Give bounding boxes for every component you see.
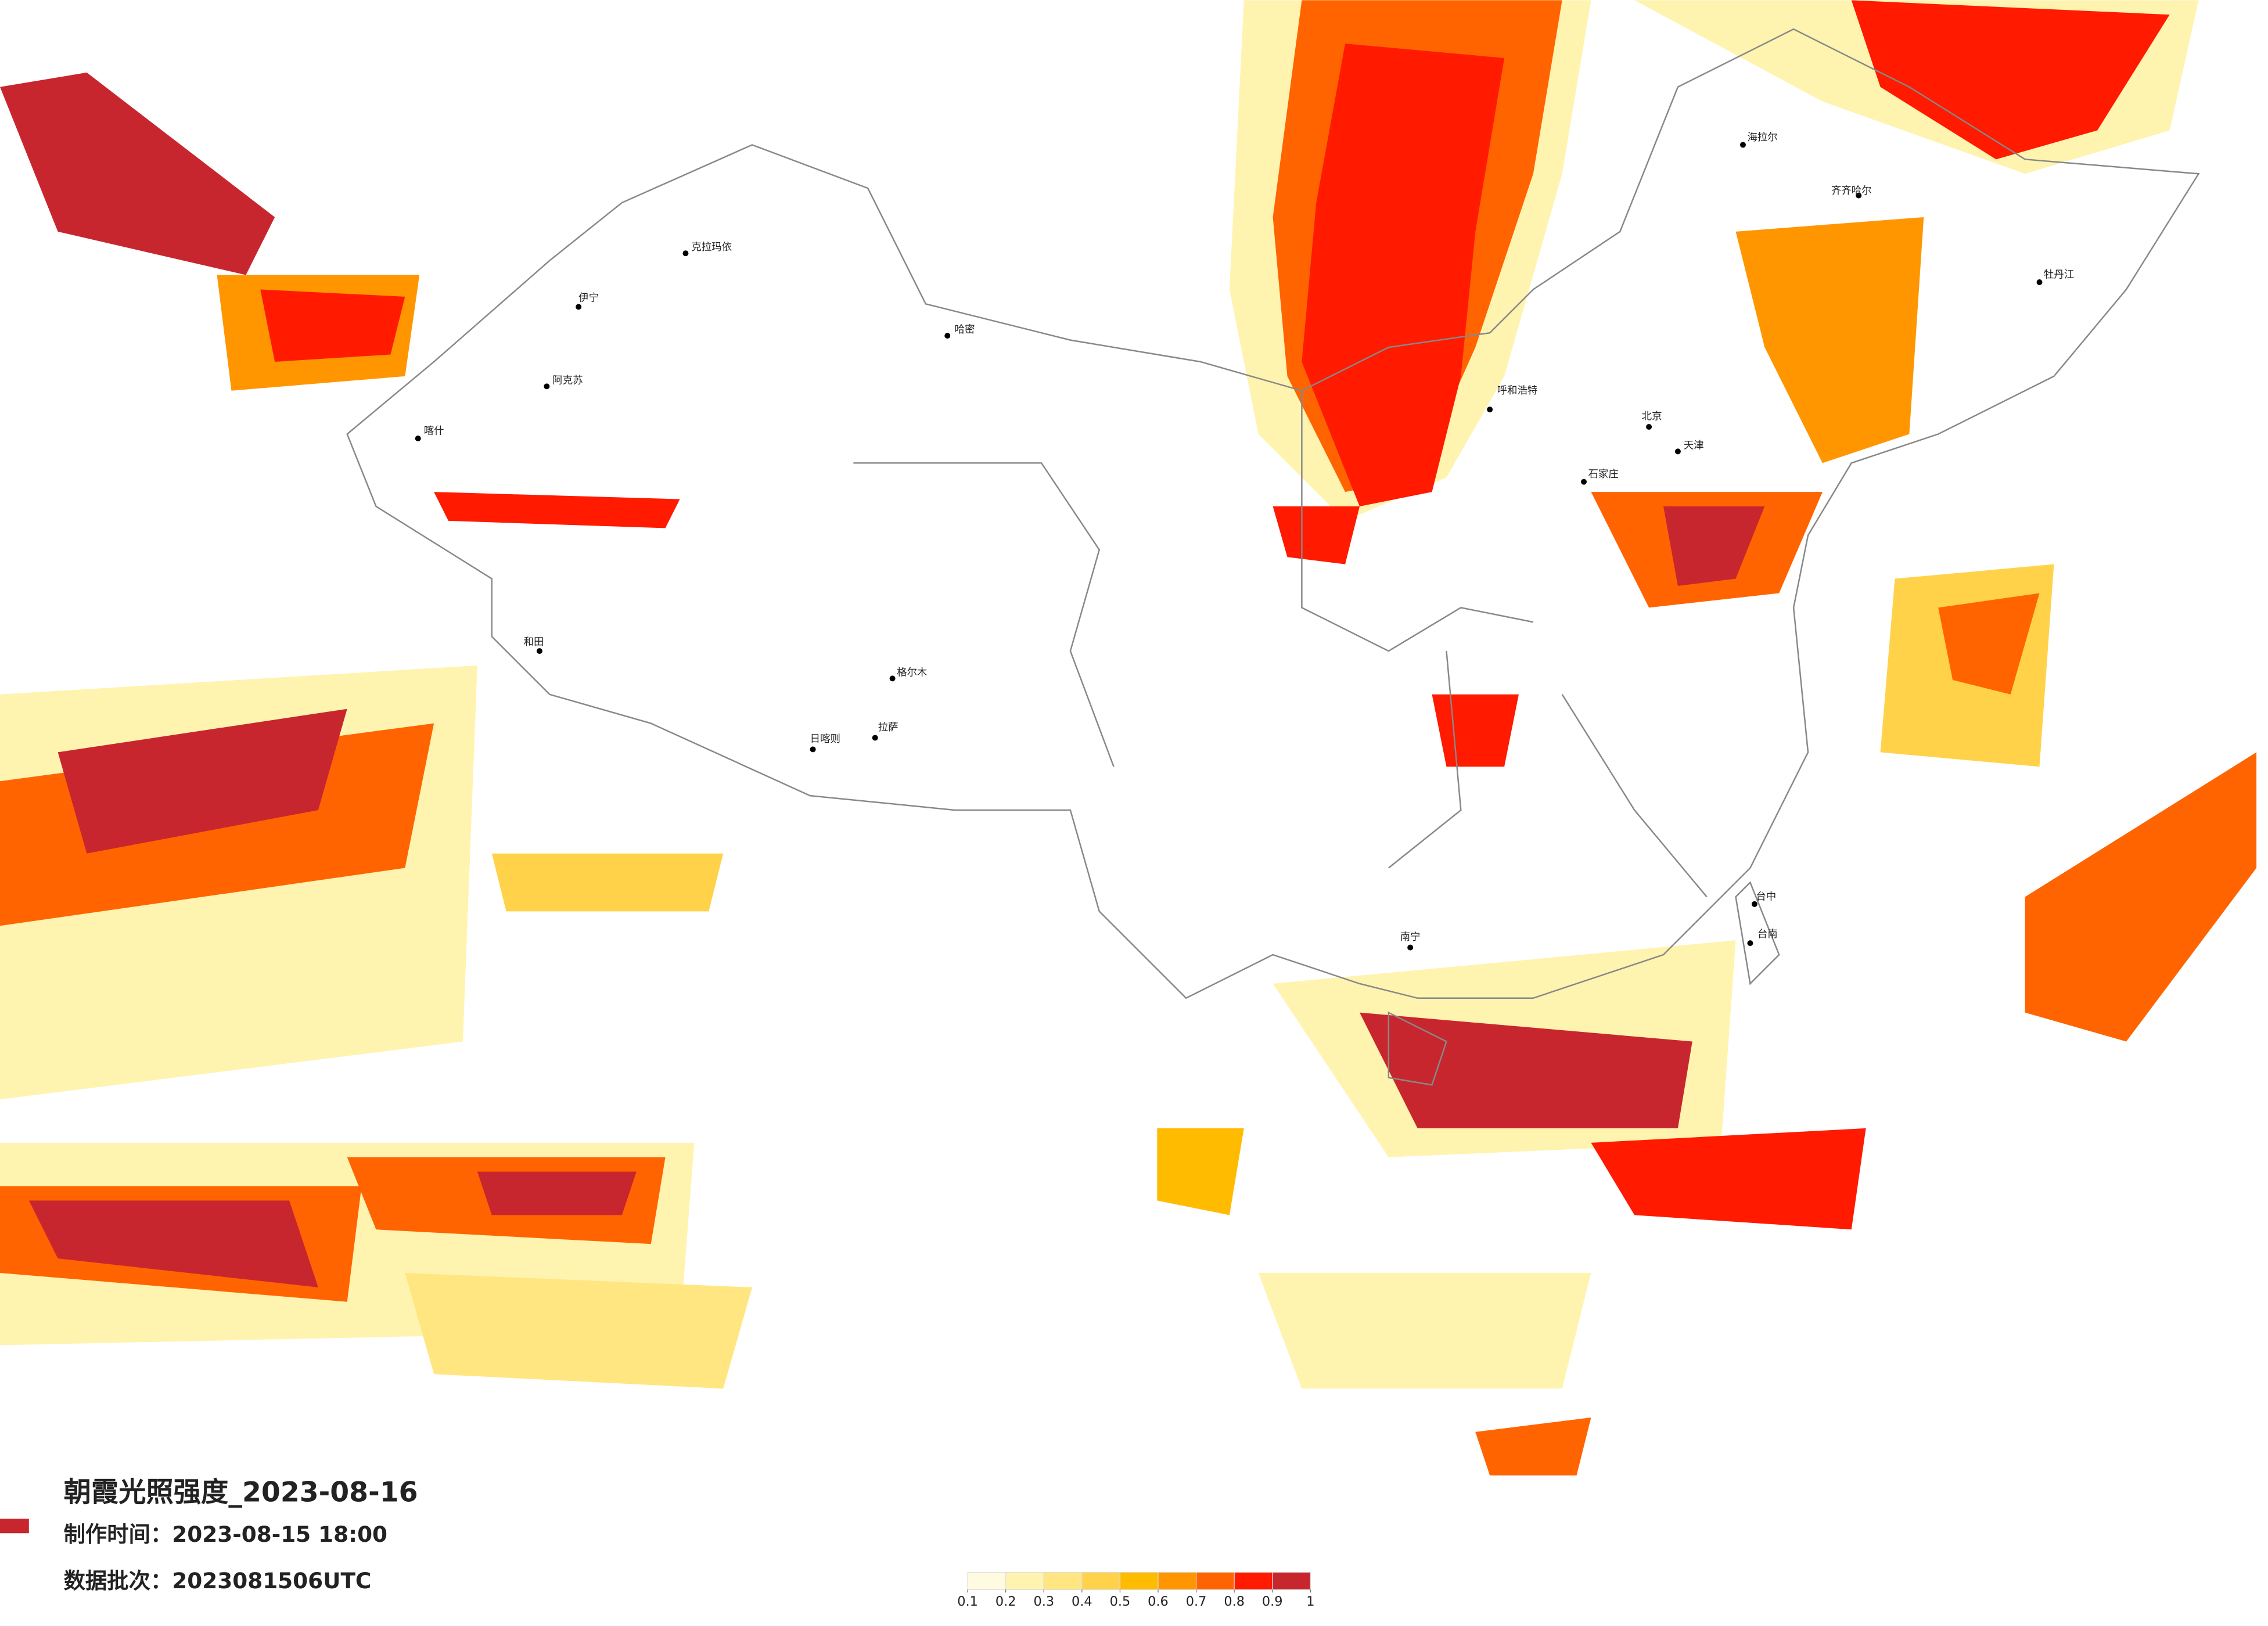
city: 和田	[524, 636, 544, 654]
legend-swatch	[967, 1571, 1007, 1590]
city-label: 呼和浩特	[1497, 385, 1538, 397]
city: 石家庄	[1581, 469, 1619, 485]
city-label: 海拉尔	[1747, 132, 1777, 143]
borders	[346, 28, 2200, 1086]
city: 伊宁	[576, 292, 599, 310]
city-label: 喀什	[424, 426, 444, 437]
city: 喀什	[415, 426, 444, 441]
city-label: 石家庄	[1588, 469, 1618, 480]
city-label: 日喀则	[810, 733, 840, 745]
city: 哈密	[944, 324, 975, 339]
city: 拉萨	[872, 722, 898, 741]
city: 呼和浩特	[1487, 385, 1538, 413]
city-label: 台中	[1756, 891, 1776, 902]
legend-swatch	[1195, 1571, 1235, 1590]
production-time: 制作时间：2023-08-15 18:00	[64, 1521, 387, 1547]
legend-tick-label: 1	[1306, 1594, 1314, 1609]
city-label: 南宁	[1400, 931, 1421, 943]
legend-tick-label: 0.6	[1148, 1594, 1169, 1609]
city-label: 克拉玛依	[691, 242, 732, 253]
city: 海拉尔	[1739, 132, 1778, 148]
city-label: 北京	[1642, 411, 1662, 423]
legend-swatch	[1272, 1571, 1311, 1590]
legend-tick-label: 0.5	[1110, 1594, 1131, 1609]
city-label: 伊宁	[578, 292, 599, 304]
legend-swatch	[1081, 1571, 1121, 1590]
legend-tick-label: 0.1	[957, 1594, 978, 1609]
cities: 克拉玛依 伊宁 阿克苏 喀什 哈密 和田 格尔木 拉萨 日喀则 呼和浩特 北京 …	[415, 132, 2074, 951]
legend-tick-label: 0.4	[1072, 1594, 1092, 1609]
city: 日喀则	[810, 733, 840, 753]
city: 天津	[1674, 440, 1704, 455]
legend-tick-label: 0.9	[1262, 1594, 1283, 1609]
city: 齐齐哈尔	[1831, 185, 1872, 199]
city-label: 哈密	[955, 324, 975, 336]
city: 克拉玛依	[682, 242, 732, 257]
legend-swatch	[1234, 1571, 1273, 1590]
legend: 0.1 0.2 0.3 0.4 0.5 0.6 0.7 0.8 0.9 1	[957, 1571, 1314, 1609]
city: 南宁	[1400, 931, 1421, 951]
city-label: 齐齐哈尔	[1831, 185, 1872, 197]
city: 台南	[1747, 929, 1778, 947]
title: 朝霞光照强度_2023-08-16	[64, 1476, 418, 1508]
intensity-field	[0, 0, 2257, 1534]
city-label: 天津	[1684, 440, 1704, 451]
city-label: 拉萨	[878, 722, 898, 733]
city-label: 和田	[524, 636, 544, 648]
legend-swatch	[1005, 1571, 1044, 1590]
city: 台中	[1751, 891, 1776, 907]
data-batch: 数据批次：2023081506UTC	[64, 1568, 372, 1593]
legend-tick-label: 0.8	[1224, 1594, 1245, 1609]
legend-tick-label: 0.3	[1033, 1594, 1054, 1609]
city-label: 阿克苏	[552, 375, 583, 386]
city-label: 台南	[1757, 929, 1778, 940]
city: 格尔木	[889, 667, 927, 682]
city: 北京	[1642, 411, 1662, 430]
city-label: 格尔木	[897, 667, 927, 678]
legend-swatch	[1043, 1571, 1083, 1590]
city-label: 牡丹江	[2044, 269, 2074, 281]
legend-tick-label: 0.7	[1186, 1594, 1207, 1609]
legend-tick-label: 0.2	[995, 1594, 1016, 1609]
city: 牡丹江	[2036, 269, 2074, 285]
legend-swatch	[1119, 1571, 1159, 1590]
legend-swatch	[1158, 1571, 1197, 1590]
city: 阿克苏	[544, 375, 583, 390]
